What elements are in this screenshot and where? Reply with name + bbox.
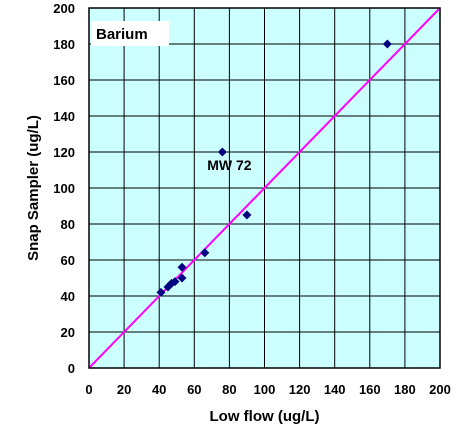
x-tick-label-3: 60 — [187, 382, 201, 397]
x-tick-label-1: 20 — [117, 382, 131, 397]
y-tick-label-7: 140 — [53, 109, 75, 124]
x-tick-label-8: 160 — [359, 382, 381, 397]
y-tick-label-1: 20 — [61, 325, 75, 340]
x-tick-label-5: 100 — [254, 382, 276, 397]
y-tick-label-5: 100 — [53, 181, 75, 196]
x-tick-label-7: 140 — [324, 382, 346, 397]
y-tick-label-8: 160 — [53, 73, 75, 88]
y-tick-label-6: 120 — [53, 145, 75, 160]
y-tick-label-0: 0 — [68, 361, 75, 376]
x-axis-label: Low flow (ug/L) — [210, 408, 320, 425]
y-tick-label-9: 180 — [53, 37, 75, 52]
chart-title-box: Barium — [91, 21, 169, 46]
chart-title: Barium — [96, 26, 148, 43]
data-point-4 — [177, 273, 187, 283]
x-tick-label-4: 80 — [222, 382, 236, 397]
data-point-6 — [200, 248, 210, 258]
x-tick-label-6: 120 — [289, 382, 311, 397]
y-tick-label-4: 80 — [61, 217, 75, 232]
y-tick-label-10: 200 — [53, 1, 75, 16]
annotation-0: MW 72 — [207, 157, 252, 173]
y-tick-labels: 0 20 40 60 80 100 120 140 160 180 200 — [53, 1, 75, 376]
x-tick-label-0: 0 — [85, 382, 92, 397]
reference-line — [88, 7, 441, 369]
annotations: MW 72 — [207, 157, 252, 173]
data-point-3 — [170, 277, 180, 287]
y-tick-label-3: 60 — [61, 253, 75, 268]
x-tick-labels: 0 20 40 60 80 100 120 140 160 180 200 — [85, 382, 450, 397]
x-tick-label-9: 180 — [394, 382, 416, 397]
x-tick-label-10: 200 — [429, 382, 451, 397]
plot-border — [88, 7, 441, 369]
data-points — [156, 39, 392, 297]
data-point-9 — [382, 39, 392, 49]
y-tick-label-2: 40 — [61, 289, 75, 304]
data-point-7 — [217, 147, 227, 157]
data-point-8 — [242, 210, 252, 220]
data-point-0 — [156, 287, 166, 297]
data-point-5 — [177, 262, 187, 272]
y-axis-label: Snap Sampler (ug/L) — [25, 115, 42, 261]
x-tick-label-2: 40 — [152, 382, 166, 397]
